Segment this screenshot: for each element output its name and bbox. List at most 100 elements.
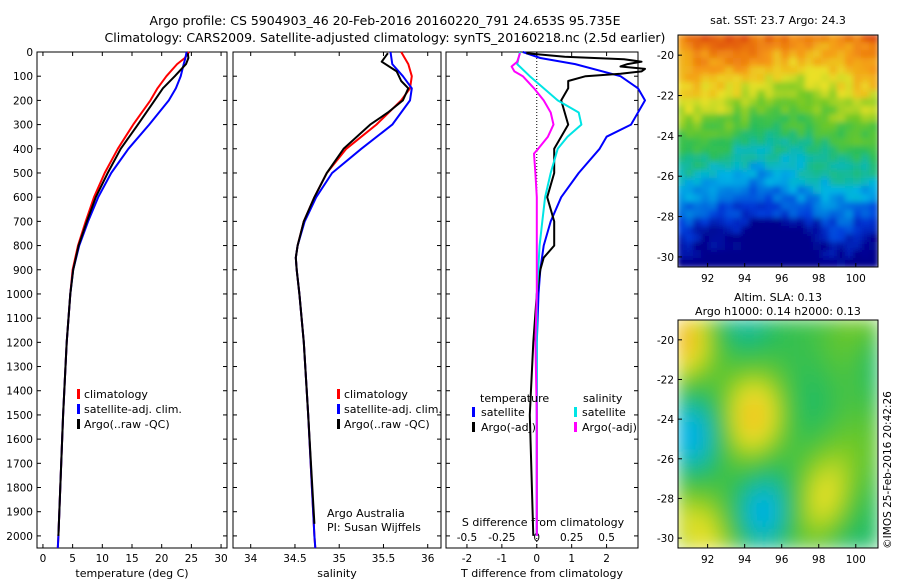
map-title: Altim. SLA: 0.13 xyxy=(734,291,822,304)
x-tick-label: 0 xyxy=(533,553,540,565)
x-tick-label: -2 xyxy=(462,553,472,565)
x-axis-label: temperature (deg C) xyxy=(75,567,188,580)
y-tick-label: 1100 xyxy=(6,313,33,325)
s-axis-label: S difference from climatology xyxy=(462,516,625,529)
y-tick-label: 1200 xyxy=(6,337,33,349)
y-tick-label: 500 xyxy=(13,168,33,180)
map-field xyxy=(678,320,878,548)
x-tick-label: 35 xyxy=(333,553,346,565)
map-field xyxy=(678,35,878,267)
legend-label: climatology xyxy=(84,388,148,401)
annotation-text: Argo Australia xyxy=(327,507,405,520)
x-tick-label: -1 xyxy=(497,553,507,565)
s-tick-label: -0.25 xyxy=(488,532,515,544)
map-x-tick-label: 96 xyxy=(775,554,789,566)
legend-label: Argo(..raw -QC) xyxy=(344,418,430,431)
y-tick-label: 1300 xyxy=(6,362,33,374)
x-tick-label: 0 xyxy=(40,553,47,565)
series-line-argo-raw-qc- xyxy=(57,53,190,536)
y-tick-label: 700 xyxy=(13,216,33,228)
map-title: sat. SST: 23.7 Argo: 24.3 xyxy=(710,14,846,27)
x-tick-label: 2 xyxy=(603,553,610,565)
x-tick-label: 25 xyxy=(185,553,198,565)
legend: temperature salinitysatelliteArgo(-adj)sa… xyxy=(472,392,637,434)
profile-panel-temperature: 0100200300400500600700800900100011001200… xyxy=(6,47,227,580)
x-tick-label: 34.5 xyxy=(283,553,306,565)
x-tick-label: 36 xyxy=(421,553,435,565)
legend-swatch xyxy=(472,422,475,432)
map-title: Argo h1000: 0.14 h2000: 0.13 xyxy=(695,305,861,318)
y-tick-label: 1800 xyxy=(6,483,33,495)
legend-label: Argo(..raw -QC) xyxy=(84,418,170,431)
map-y-tick-label: -24 xyxy=(657,414,674,426)
map-x-tick-label: 98 xyxy=(812,273,825,285)
plot-frame xyxy=(36,51,228,549)
legend: climatology satellite-adj. clim. Argo(..ra… xyxy=(337,388,442,431)
y-tick-label: 1700 xyxy=(6,458,33,470)
y-tick-label: 200 xyxy=(13,95,33,107)
y-tick-label: 0 xyxy=(26,47,33,59)
legend-label: satellite xyxy=(481,406,525,419)
legend-label: satellite-adj. clim. xyxy=(84,403,182,416)
map-y-tick-label: -28 xyxy=(657,212,674,224)
map-y-tick-label: -24 xyxy=(657,131,674,143)
legend-label: Argo(-adj) xyxy=(481,421,536,434)
map-y-tick-label: -26 xyxy=(657,171,674,183)
map-x-tick-label: 92 xyxy=(701,554,714,566)
map-y-tick-label: -28 xyxy=(657,493,674,505)
y-tick-label: 2000 xyxy=(6,531,33,543)
x-tick-label: 35.5 xyxy=(372,553,395,565)
y-tick-label: 900 xyxy=(13,265,33,277)
legend-swatch xyxy=(337,419,340,429)
legend-label: Argo(-adj) xyxy=(582,421,637,434)
map-y-tick-label: -30 xyxy=(657,252,674,264)
s-tick-label: 0 xyxy=(533,532,540,544)
series-line-argo-raw-qc- xyxy=(294,52,410,524)
map-x-tick-label: 98 xyxy=(812,554,825,566)
map-y-tick-label: -22 xyxy=(657,374,674,386)
series-line-s-argo-adj- xyxy=(510,52,555,536)
map-x-tick-label: 100 xyxy=(846,273,866,285)
map-y-tick-label: -20 xyxy=(657,50,674,62)
map-frame xyxy=(677,319,879,549)
map-y-tick-label: -26 xyxy=(657,454,674,466)
y-tick-label: 100 xyxy=(13,71,33,83)
profile-panel-difference: -2 -1 0 1 2 T difference from climatology -0.5… xyxy=(445,51,646,580)
header-line-2: Climatology: CARS2009. Satellite-adjuste… xyxy=(105,30,666,45)
y-tick-label: 600 xyxy=(13,192,33,204)
series-line-t-satellite xyxy=(522,51,646,536)
legend-swatch xyxy=(337,389,340,399)
header-line-1: Argo profile: CS 5904903_46 20-Feb-2016 … xyxy=(150,13,621,28)
copyright-footer: ©IMOS 25-Feb-2016 20:42:26 xyxy=(882,391,894,549)
map-panel-sst-map: sat. SST: 23.7 Argo: 24.3 92 94 96 98 100 -20 -… xyxy=(657,14,879,285)
legend-swatch xyxy=(574,422,577,432)
series-group xyxy=(56,51,190,549)
plot-frame xyxy=(232,51,442,549)
legend-label: satellite xyxy=(582,406,626,419)
map-x-tick-label: 92 xyxy=(701,273,714,285)
map-y-tick-label: -22 xyxy=(657,91,674,103)
legend-label: satellite-adj. clim. xyxy=(344,403,442,416)
map-y-tick-label: -20 xyxy=(657,335,674,347)
y-tick-label: 1400 xyxy=(6,386,33,398)
legend: climatology satellite-adj. clim. Argo(..ra… xyxy=(77,388,182,431)
map-x-tick-label: 100 xyxy=(846,554,866,566)
legend-title-temperature: temperature xyxy=(480,392,549,405)
legend-swatch xyxy=(77,404,80,414)
map-field-cells xyxy=(678,35,878,267)
x-tick-label: 20 xyxy=(155,553,168,565)
map-x-tick-label: 94 xyxy=(738,554,752,566)
y-tick-label: 400 xyxy=(13,144,33,156)
plot-frame xyxy=(445,51,639,549)
s-tick-label: 0.5 xyxy=(598,532,615,544)
map-field-cells xyxy=(678,320,878,548)
y-tick-label: 1500 xyxy=(6,410,33,422)
series-group xyxy=(510,51,646,536)
map-x-tick-label: 94 xyxy=(738,273,752,285)
x-tick-label: 34 xyxy=(244,553,258,565)
x-tick-label: 5 xyxy=(69,553,76,565)
legend-swatch xyxy=(77,389,80,399)
legend-label: climatology xyxy=(344,388,408,401)
